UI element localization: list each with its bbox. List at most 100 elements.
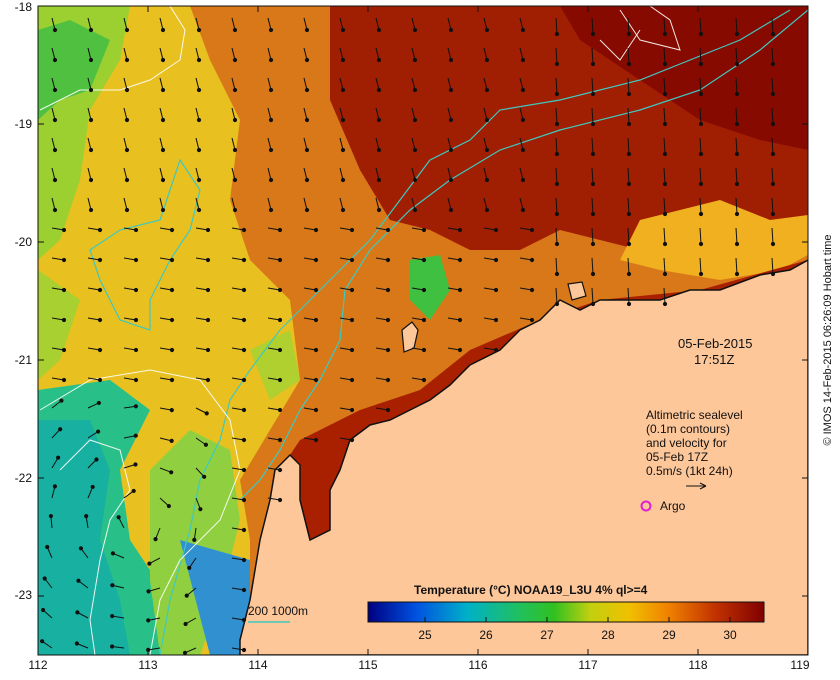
velocity-arrow-head xyxy=(376,147,382,153)
velocity-arrow-head xyxy=(340,207,346,213)
velocity-arrow-head xyxy=(770,91,776,97)
velocity-arrow xyxy=(591,17,594,35)
velocity-arrow xyxy=(735,17,738,35)
velocity-arrow-head xyxy=(520,27,526,33)
velocity-arrow-head xyxy=(133,317,139,323)
velocity-arrow-head xyxy=(770,31,776,37)
velocity-arrow xyxy=(771,47,774,65)
velocity-arrow-head xyxy=(520,207,526,213)
velocity-arrow-head xyxy=(268,57,274,63)
sealevel-contours xyxy=(39,6,681,655)
velocity-arrow-head xyxy=(770,271,776,277)
velocity-arrow-head xyxy=(169,287,175,293)
lon-label: 115 xyxy=(358,658,378,672)
velocity-arrow xyxy=(591,257,594,275)
velocity-arrow-head xyxy=(590,151,596,157)
velocity-arrow-head xyxy=(448,27,454,33)
velocity-arrow-head xyxy=(232,117,238,123)
velocity-arrow-head xyxy=(268,207,274,213)
velocity-arrow-head xyxy=(554,241,560,247)
velocity-arrow-head xyxy=(590,61,596,67)
velocity-arrow-head xyxy=(202,474,207,479)
velocity-arrow-head xyxy=(196,207,202,213)
velocity-arrow-head xyxy=(232,207,238,213)
velocity-arrow-head xyxy=(166,503,171,509)
velocity-arrow-head xyxy=(124,147,130,153)
velocity-arrow-head xyxy=(385,317,391,323)
velocity-arrow-head xyxy=(133,227,139,233)
velocity-arrow-head xyxy=(124,117,130,123)
velocity-arrow-head xyxy=(241,347,247,353)
velocity-arrow-head xyxy=(76,578,81,583)
velocity-arrow xyxy=(555,137,558,155)
velocity-arrow-head xyxy=(520,87,526,93)
velocity-arrow-head xyxy=(698,151,704,157)
velocity-arrow xyxy=(735,197,738,215)
velocity-arrow-head xyxy=(412,27,418,33)
velocity-arrow xyxy=(771,257,774,275)
lat-label: -21 xyxy=(14,353,32,367)
velocity-arrow-head xyxy=(88,27,94,33)
colorbar-tick-label: 28 xyxy=(601,628,615,642)
velocity-arrow xyxy=(699,107,702,125)
velocity-arrow-head xyxy=(385,347,391,353)
velocity-arrow-head xyxy=(97,287,103,293)
velocity-arrow-head xyxy=(554,181,560,187)
velocity-arrow xyxy=(699,137,702,155)
velocity-arrow-head xyxy=(277,317,283,323)
velocity-arrow-head xyxy=(484,177,490,183)
velocity-arrow-head xyxy=(133,462,138,467)
velocity-arrow-head xyxy=(169,470,174,475)
timestamp-date: 05-Feb-2015 xyxy=(678,336,753,351)
velocity-arrow-head xyxy=(349,377,355,383)
velocity-arrow-head xyxy=(61,377,67,383)
velocity-arrow-head xyxy=(42,576,47,581)
velocity-arrow-head xyxy=(124,87,130,93)
velocity-arrow-head xyxy=(698,61,704,67)
velocity-arrow-head xyxy=(232,147,238,153)
velocity-arrow xyxy=(663,77,666,95)
velocity-arrow-head xyxy=(304,147,310,153)
colorbar xyxy=(367,601,765,623)
velocity-arrow-head xyxy=(340,147,346,153)
velocity-arrow-head xyxy=(770,61,776,67)
velocity-arrow-head xyxy=(304,57,310,63)
velocity-arrow-head xyxy=(662,181,668,187)
velocity-arrow-head xyxy=(313,347,319,353)
velocity-arrow-head xyxy=(232,27,238,33)
velocity-arrow-head xyxy=(554,151,560,157)
velocity-arrow-head xyxy=(61,317,67,323)
velocity-arrow-head xyxy=(146,618,151,623)
velocity-arrow-head xyxy=(340,117,346,123)
velocity-arrow-head xyxy=(241,257,247,263)
velocity-arrow-head xyxy=(313,257,319,263)
velocity-arrow-head xyxy=(520,117,526,123)
velocity-arrow-head xyxy=(277,497,283,503)
velocity-arrow xyxy=(627,17,630,35)
velocity-arrow-head xyxy=(662,301,668,307)
velocity-arrow-head xyxy=(313,227,319,233)
velocity-arrow-head xyxy=(626,271,632,277)
axis-ticks xyxy=(37,5,809,655)
lon-label: 114 xyxy=(248,658,268,672)
velocity-arrow-head xyxy=(626,211,632,217)
velocity-arrow xyxy=(627,227,630,245)
velocity-arrow xyxy=(699,197,702,215)
velocity-arrow-head xyxy=(313,407,319,413)
velocity-arrow-head xyxy=(61,347,67,353)
velocity-arrow-head xyxy=(169,377,175,383)
colorbar-tick-label: 27 xyxy=(540,628,554,642)
velocity-arrow-head xyxy=(313,437,319,443)
velocity-arrow-head xyxy=(196,177,202,183)
velocity-arrow-head xyxy=(268,87,274,93)
velocity-arrow-head xyxy=(147,561,152,566)
velocity-arrow-head xyxy=(232,57,238,63)
velocity-arrow-head xyxy=(662,211,668,217)
velocity-arrow xyxy=(771,227,774,245)
velocity-arrow-head xyxy=(770,241,776,247)
velocity-arrow-head xyxy=(662,271,668,277)
velocity-arrow-head xyxy=(97,227,103,233)
lon-label: 116 xyxy=(468,658,488,672)
velocity-arrow-head xyxy=(88,177,94,183)
velocity-arrow-head xyxy=(182,650,188,655)
